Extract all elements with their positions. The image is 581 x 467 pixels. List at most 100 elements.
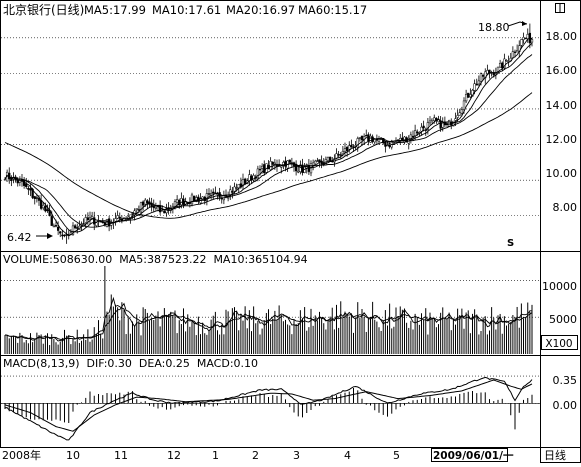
candle-body [252, 175, 255, 181]
candle-body [339, 154, 342, 156]
candle-body [503, 58, 506, 69]
main-panel-frame [0, 0, 541, 252]
candle-body [479, 73, 483, 82]
candle-body [27, 187, 30, 190]
candle-body [93, 217, 96, 225]
candle-body [46, 209, 49, 212]
price-tick: 18.00 [546, 30, 578, 43]
candle-body [50, 216, 53, 226]
candle-body [61, 234, 64, 237]
candle-body [260, 165, 264, 169]
candle-body [467, 92, 470, 98]
price-axis: 18.00 16.00 14.00 12.00 10.00 8.00 [546, 30, 578, 214]
ma20-line [4, 54, 533, 228]
timeframe-label[interactable]: 日线 [544, 448, 566, 462]
candle-body [73, 225, 77, 229]
candle-body [190, 194, 194, 205]
candle-body [345, 146, 349, 151]
candle-body [316, 160, 319, 162]
candle-body [326, 156, 330, 162]
volume-unit-box [541, 335, 578, 350]
candle-body [524, 37, 527, 40]
time-label: 10 [66, 449, 80, 462]
candle-body [233, 186, 236, 192]
candle-body [473, 83, 476, 91]
candle-body [271, 161, 274, 165]
candle-body [35, 197, 39, 199]
ma10-line [4, 42, 533, 233]
ma60-legend: MA60:15.17 [298, 3, 367, 17]
time-label: 4 [344, 449, 351, 462]
candle-body [411, 135, 415, 138]
time-label: 5 [393, 449, 400, 462]
candle-body [95, 222, 98, 226]
candle-body [530, 39, 534, 43]
candle-body [258, 168, 262, 171]
candle-body [439, 120, 442, 129]
legend-bg [1, 1, 381, 18]
candle-body [386, 144, 389, 147]
candle-body [54, 225, 58, 227]
candle-body [88, 217, 92, 220]
ma10-legend: MA10:17.61 [152, 3, 221, 17]
candle-body [311, 162, 315, 166]
candle-body [146, 200, 149, 204]
candlesticks [3, 23, 534, 244]
candle-body [433, 117, 436, 121]
window-title: 北京银行(日线) [3, 3, 84, 17]
candle-body [56, 226, 60, 231]
candle-body [239, 183, 243, 187]
candle-body [25, 183, 28, 187]
candle-body [76, 227, 79, 229]
candle-body [131, 213, 134, 215]
candle-body [269, 161, 272, 170]
candle-body [241, 179, 245, 187]
candle-body [82, 223, 85, 225]
candle-body [180, 198, 183, 206]
candle-body [358, 137, 362, 139]
candle-body [422, 125, 425, 129]
candle-body [464, 94, 468, 102]
candle-body [139, 202, 143, 213]
candle-body [297, 170, 300, 173]
candle-body [141, 201, 145, 206]
candle-body [282, 161, 285, 167]
candle-body [178, 199, 181, 206]
candle-body [341, 151, 345, 155]
price-tick: 8.00 [553, 201, 578, 214]
volume-legend: VOLUME:508630.00 MA5:387523.22 MA10:3651… [3, 253, 308, 266]
candle-body [303, 166, 306, 173]
time-label: 11 [114, 449, 128, 462]
candle-body [413, 130, 417, 136]
candle-body [337, 154, 340, 156]
candle-body [243, 178, 247, 184]
volume-ma-lines [4, 296, 533, 342]
candle-body [114, 218, 117, 222]
candle-body [42, 204, 45, 209]
candle-body [173, 201, 177, 207]
volume-legend-bg [1, 252, 331, 266]
candle-body [475, 83, 478, 86]
time-axis: 2008年 10 11 12 1 2 3 4 5 2009/06/01/一 日线 [2, 448, 566, 462]
candle-body [207, 193, 211, 195]
candle-body [137, 209, 141, 211]
macd-axis: 0.35 0.00 [553, 374, 578, 412]
cursor-date: 2009/06/01/一 [433, 450, 514, 462]
candle-body [460, 109, 464, 114]
candle-body [388, 145, 391, 148]
volume-tick: 10000 [542, 280, 577, 293]
candle-body [212, 191, 215, 194]
candle-body [343, 148, 347, 153]
candle-body [350, 144, 353, 148]
candle-body [235, 187, 238, 189]
candle-body [59, 231, 62, 234]
macd-lines [4, 376, 533, 441]
candle-body [384, 142, 387, 147]
candle-body [84, 217, 87, 223]
window-restore-icon[interactable] [555, 3, 565, 13]
candle-body [209, 193, 213, 196]
candle-body [498, 62, 502, 68]
candle-body [520, 39, 523, 46]
ma60-line [4, 92, 533, 219]
